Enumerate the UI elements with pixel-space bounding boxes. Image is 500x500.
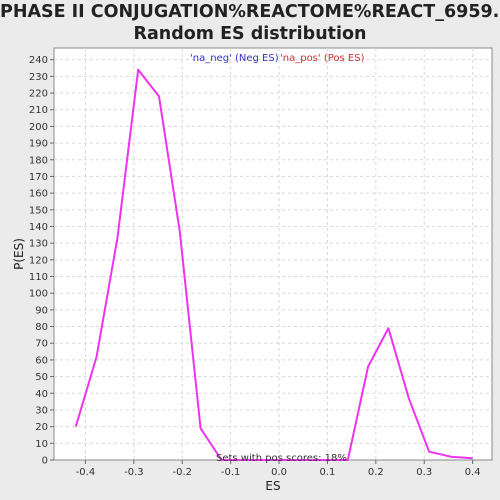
y-tick-label: 220 bbox=[29, 89, 48, 100]
x-tick-label: -0.3 bbox=[124, 467, 144, 478]
y-tick-label: 70 bbox=[35, 339, 48, 350]
chart-title: PHASE II CONJUGATION%REACTOME%REACT_6959… bbox=[0, 1, 500, 45]
x-tick-label: -0.2 bbox=[172, 467, 192, 478]
x-axis-label: ES bbox=[265, 479, 280, 493]
y-tick-label: 120 bbox=[29, 255, 48, 266]
y-tick-label: 190 bbox=[29, 139, 48, 150]
series-line bbox=[74, 68, 473, 461]
y-axis-label: P(ES) bbox=[12, 238, 26, 270]
y-tick-label: 50 bbox=[35, 372, 48, 383]
x-tick-label: 0.1 bbox=[319, 467, 335, 478]
chart-title-line-1: PHASE II CONJUGATION%REACTOME%REACT_6959… bbox=[0, 2, 500, 22]
y-tick-label: 60 bbox=[35, 355, 48, 366]
y-tick-label: 150 bbox=[29, 205, 48, 216]
y-tick-label: 110 bbox=[29, 272, 48, 283]
x-tick-label: -0.4 bbox=[76, 467, 96, 478]
y-tick-label: 170 bbox=[29, 172, 48, 183]
y-tick-label: 40 bbox=[35, 389, 48, 400]
x-tick-label: 0.2 bbox=[368, 467, 384, 478]
y-axis: 0 10 20 30 40 50 60 70 80 90 100 110 120 130 140 150 160… bbox=[29, 55, 54, 467]
y-tick-label: 240 bbox=[29, 55, 48, 66]
plot-area bbox=[53, 47, 493, 461]
y-tick-label: 0 bbox=[42, 456, 48, 467]
x-tick-label: 0.4 bbox=[465, 467, 481, 478]
x-axis: -0.4 -0.3 -0.2 -0.1 0.0 0.1 0.2 0.3 0.4 bbox=[76, 460, 481, 478]
y-tick-label: 180 bbox=[29, 155, 48, 166]
chart-title-line-2: Random ES distribution bbox=[133, 24, 367, 44]
y-tick-label: 130 bbox=[29, 239, 48, 250]
y-tick-label: 140 bbox=[29, 222, 48, 233]
y-tick-label: 200 bbox=[29, 122, 48, 133]
legend-entry-pos: 'na_pos' (Pos ES) bbox=[280, 53, 365, 64]
y-tick-label: 80 bbox=[35, 322, 48, 333]
y-tick-label: 10 bbox=[35, 439, 48, 450]
x-tick-label: 0.0 bbox=[271, 467, 287, 478]
y-tick-label: 100 bbox=[29, 289, 48, 300]
y-tick-label: 210 bbox=[29, 105, 48, 116]
y-tick-label: 160 bbox=[29, 189, 48, 200]
x-tick-label: -0.1 bbox=[221, 467, 241, 478]
annotation-pos-scores: Sets with pos scores: 18% bbox=[216, 453, 347, 464]
y-tick-label: 20 bbox=[35, 422, 48, 433]
legend-entry-neg: 'na_neg' (Neg ES) bbox=[190, 53, 279, 64]
x-tick-label: 0.3 bbox=[416, 467, 432, 478]
y-tick-label: 230 bbox=[29, 72, 48, 83]
y-tick-label: 30 bbox=[35, 405, 48, 416]
y-tick-label: 90 bbox=[35, 305, 48, 316]
